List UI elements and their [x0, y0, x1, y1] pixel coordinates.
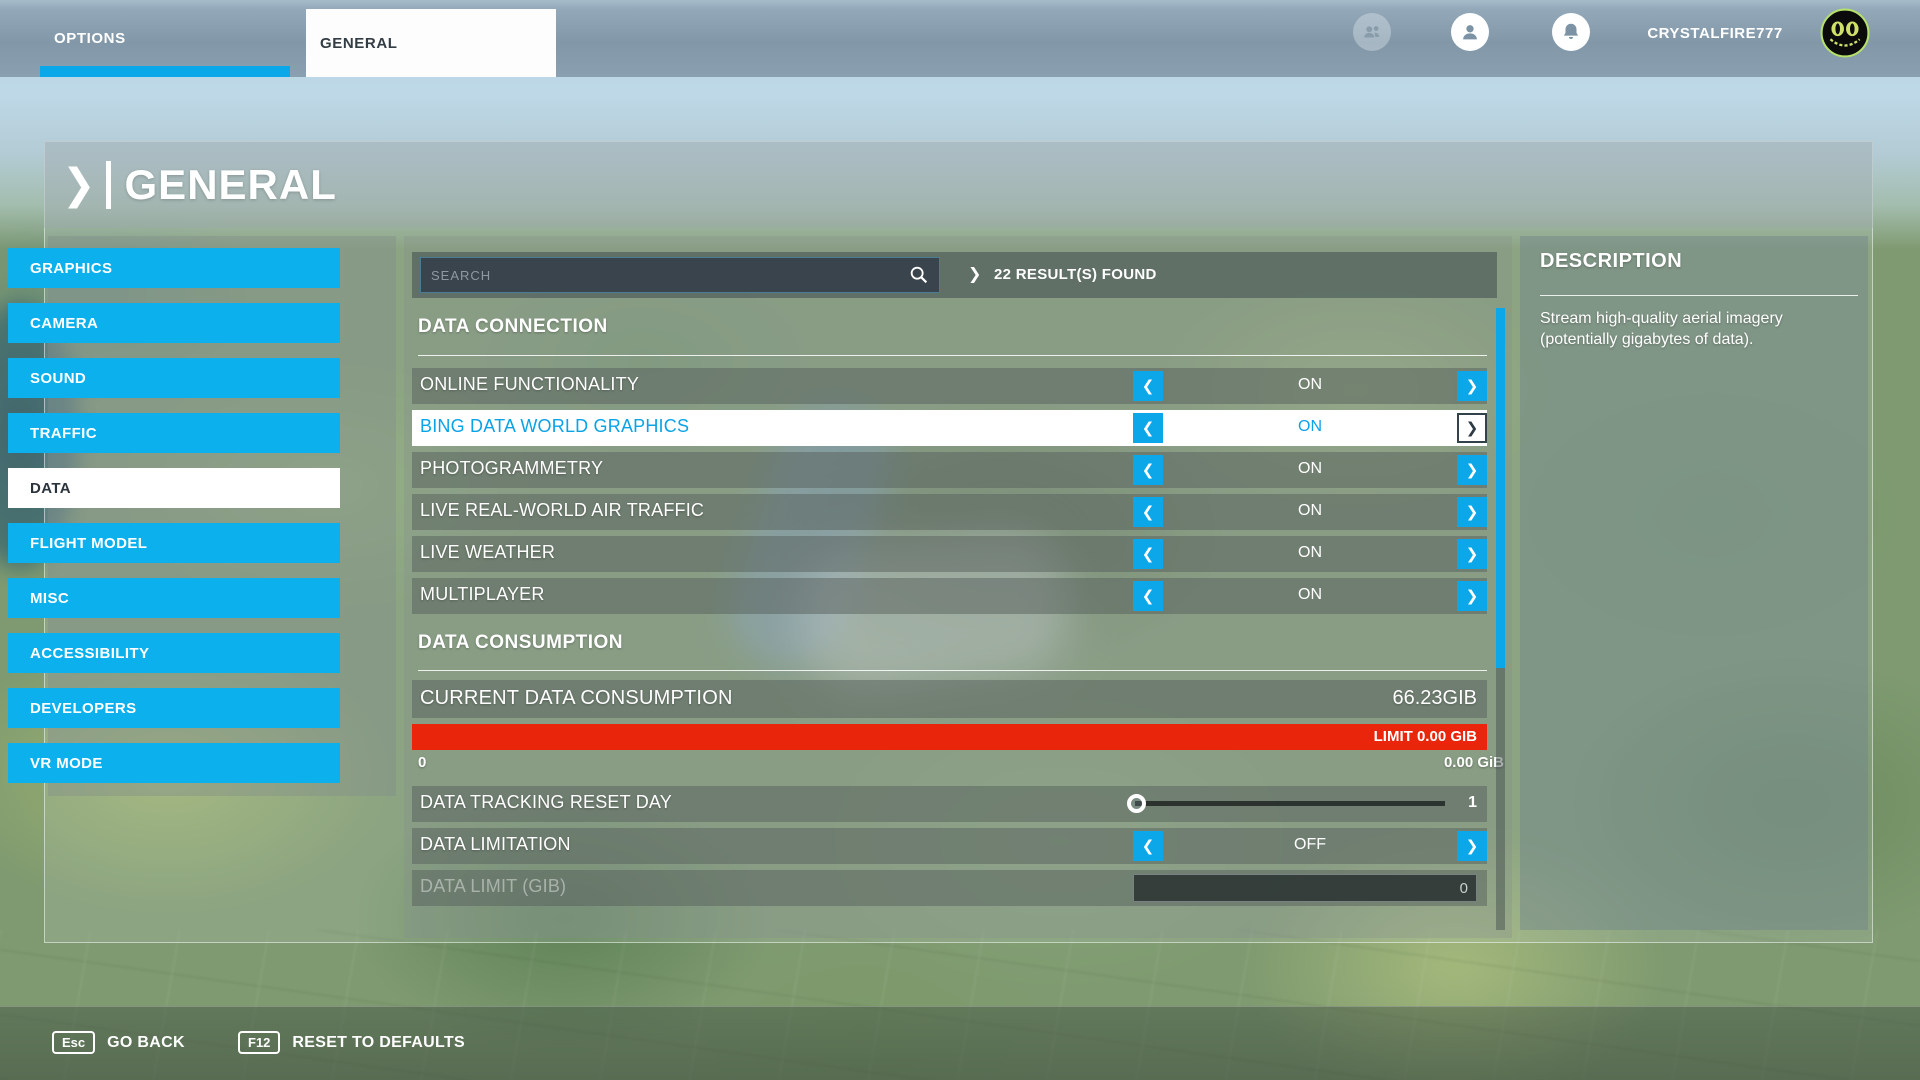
page-title-text: GENERAL [124, 161, 337, 208]
sidebar-item-graphics[interactable]: GRAPHICS [8, 248, 340, 288]
setting-label: PHOTOGRAMMETRY [420, 458, 604, 478]
friends-icon[interactable] [1353, 13, 1391, 51]
description-panel [1520, 236, 1868, 930]
setting-value: ON [1298, 460, 1322, 477]
sidebar-item-flight-model[interactable]: FLIGHT MODEL [8, 523, 340, 563]
results-count: 22 RESULT(S) FOUND [994, 266, 1157, 283]
setting-label: LIVE REAL-WORLD AIR TRAFFIC [420, 500, 705, 520]
go-back-label: GO BACK [107, 1033, 185, 1051]
profile-icon[interactable] [1451, 13, 1489, 51]
increase-button[interactable]: ❯ [1457, 497, 1487, 527]
sidebar-item-sound[interactable]: SOUND [8, 358, 340, 398]
esc-keycap: Esc [52, 1031, 96, 1054]
data-limit-input[interactable] [1133, 874, 1477, 902]
section-title-data-connection: DATA CONNECTION [418, 316, 608, 337]
active-tab-underline [40, 66, 290, 77]
setting-row-data-limitation[interactable]: DATA LIMITATION ❮ OFF ❯ [412, 828, 1487, 864]
setting-value: ON [1298, 376, 1322, 393]
increase-button[interactable]: ❯ [1457, 831, 1487, 861]
sidebar-item-traffic[interactable]: TRAFFIC [8, 413, 340, 453]
decrease-button[interactable]: ❮ [1133, 831, 1163, 861]
sidebar-item-data[interactable]: DATA [8, 468, 340, 508]
decrease-button[interactable]: ❮ [1133, 497, 1163, 527]
reset-day-value: 1 [1468, 794, 1477, 811]
sidebar-item-misc[interactable]: MISC [8, 578, 340, 618]
reset-day-slider-track[interactable] [1135, 801, 1445, 806]
range-max: 0.00 GiB [1443, 754, 1504, 771]
avatar[interactable] [1820, 8, 1870, 58]
setting-row-bing-data-world-graphics[interactable]: BING DATA WORLD GRAPHICS ❮ ON ❯ [412, 410, 1487, 446]
setting-label: LIVE WEATHER [420, 542, 556, 562]
data-limit-progress-bar: LIMIT 0.00 GIB [412, 724, 1487, 750]
setting-row-data-limit: DATA LIMIT (GIB) [412, 870, 1487, 906]
increase-button[interactable]: ❯ [1457, 455, 1487, 485]
sidebar-item-accessibility[interactable]: ACCESSIBILITY [8, 633, 340, 673]
go-back-button[interactable]: Esc GO BACK [52, 1031, 185, 1054]
increase-button[interactable]: ❯ [1457, 539, 1487, 569]
f12-keycap: F12 [238, 1031, 281, 1054]
tab-options-label: OPTIONS [54, 30, 126, 47]
setting-label: DATA LIMIT (GIB) [420, 876, 567, 896]
reset-label: RESET TO DEFAULTS [292, 1033, 465, 1051]
search-input[interactable] [420, 257, 940, 293]
setting-label: DATA TRACKING RESET DAY [420, 792, 672, 812]
limit-label: LIMIT 0.00 GIB [1373, 728, 1477, 745]
reset-day-slider-knob[interactable] [1127, 794, 1146, 813]
notifications-icon[interactable] [1552, 13, 1590, 51]
username[interactable]: CRYSTALFIRE777 [1647, 24, 1783, 42]
top-bar: OPTIONS GENERAL CRYSTALFIRE777 [0, 0, 1920, 77]
decrease-button[interactable]: ❮ [1133, 413, 1163, 443]
description-divider [1540, 295, 1858, 296]
scrollbar-thumb[interactable] [1496, 308, 1505, 668]
results-chevron-icon[interactable]: ❯ [968, 266, 982, 283]
increase-button[interactable]: ❯ [1457, 413, 1487, 443]
decrease-button[interactable]: ❮ [1133, 581, 1163, 611]
setting-value: ON [1298, 418, 1322, 435]
sidebar-item-camera[interactable]: CAMERA [8, 303, 340, 343]
sidebar-item-developers[interactable]: DEVELOPERS [8, 688, 340, 728]
setting-label: CURRENT DATA CONSUMPTION [420, 687, 733, 709]
decrease-button[interactable]: ❮ [1133, 371, 1163, 401]
range-min: 0 [418, 754, 427, 771]
setting-value: ON [1298, 586, 1322, 603]
setting-value: ON [1298, 544, 1322, 561]
search-bar: ❯ 22 RESULT(S) FOUND [412, 252, 1497, 298]
setting-label: MULTIPLAYER [420, 584, 545, 604]
setting-value: ON [1298, 502, 1322, 519]
setting-row-live-real-world-air-traffic[interactable]: LIVE REAL-WORLD AIR TRAFFIC ❮ ON ❯ [412, 494, 1487, 530]
setting-row-multiplayer[interactable]: MULTIPLAYER ❮ ON ❯ [412, 578, 1487, 614]
tab-general-label: GENERAL [320, 34, 398, 52]
section-divider [418, 355, 1487, 356]
search-icon [910, 266, 928, 284]
setting-label: DATA LIMITATION [420, 834, 571, 854]
page-title: ❯ GENERAL [62, 158, 337, 212]
decrease-button[interactable]: ❮ [1133, 455, 1163, 485]
decrease-button[interactable]: ❮ [1133, 539, 1163, 569]
setting-value: OFF [1294, 836, 1326, 853]
page-header-band [44, 141, 1873, 228]
consumption-value: 66.23GIB [1392, 687, 1477, 709]
description-text: Stream high-quality aerial imagery (pote… [1540, 310, 1783, 348]
tab-options[interactable]: OPTIONS [40, 0, 290, 77]
chevron-icon: ❯ [62, 161, 96, 209]
footer-bar: Esc GO BACK F12 RESET TO DEFAULTS 飞行者联盟 … [0, 1006, 1920, 1080]
description-title: DESCRIPTION [1540, 250, 1683, 272]
current-data-consumption-row: CURRENT DATA CONSUMPTION 66.23GIB [412, 680, 1487, 718]
increase-button[interactable]: ❯ [1457, 581, 1487, 611]
section-title-data-consumption: DATA CONSUMPTION [418, 632, 624, 653]
increase-button[interactable]: ❯ [1457, 371, 1487, 401]
setting-row-live-weather[interactable]: LIVE WEATHER ❮ ON ❯ [412, 536, 1487, 572]
section-divider [418, 670, 1487, 671]
setting-row-photogrammetry[interactable]: PHOTOGRAMMETRY ❮ ON ❯ [412, 452, 1487, 488]
tab-general[interactable]: GENERAL [306, 9, 556, 77]
title-divider [105, 161, 111, 209]
sidebar-item-vr-mode[interactable]: VR MODE [8, 743, 340, 783]
setting-row-data-tracking-reset-day[interactable]: DATA TRACKING RESET DAY 1 [412, 786, 1487, 822]
setting-label: ONLINE FUNCTIONALITY [420, 374, 640, 394]
reset-to-defaults-button[interactable]: F12 RESET TO DEFAULTS [238, 1031, 465, 1054]
setting-row-online-functionality[interactable]: ONLINE FUNCTIONALITY ❮ ON ❯ [412, 368, 1487, 404]
setting-label: BING DATA WORLD GRAPHICS [420, 416, 690, 436]
settings-list: ❯ 22 RESULT(S) FOUND DATA CONNECTION ONL… [412, 236, 1512, 938]
